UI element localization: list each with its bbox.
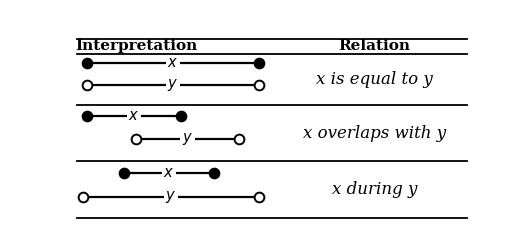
Text: $y$: $y$ (165, 189, 176, 205)
Text: x is equal to y: x is equal to y (316, 71, 432, 88)
Text: Interpretation: Interpretation (75, 39, 197, 53)
Text: x during y: x during y (332, 181, 417, 198)
Text: $x$: $x$ (163, 166, 174, 180)
Text: $x$: $x$ (167, 56, 179, 70)
Text: $x$: $x$ (128, 109, 139, 123)
Text: $y$: $y$ (167, 77, 179, 92)
Text: x overlaps with y: x overlaps with y (303, 124, 446, 142)
Text: $y$: $y$ (182, 131, 193, 147)
Text: Relation: Relation (338, 39, 410, 53)
